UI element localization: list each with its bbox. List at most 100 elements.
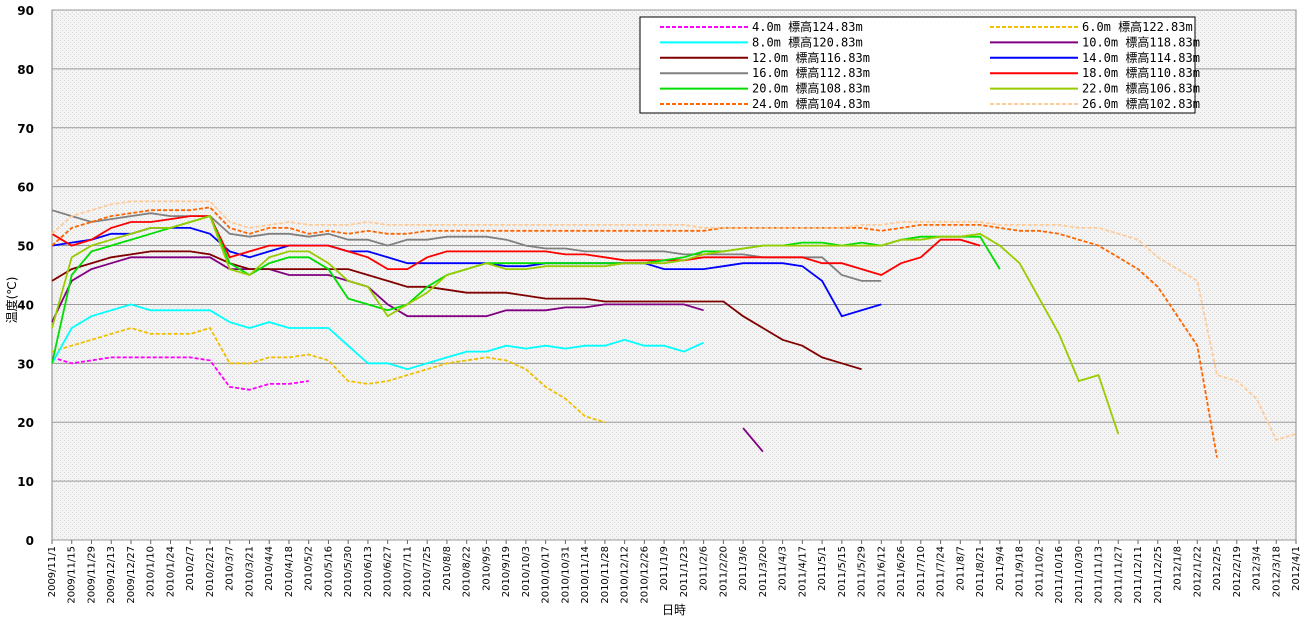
x-tick-label: 2010/12/26 — [639, 546, 650, 604]
x-tick-label: 2010/5/2 — [304, 546, 315, 591]
x-tick-label: 2010/4/18 — [284, 546, 295, 597]
x-tick-label: 2011/1/9 — [659, 546, 670, 591]
x-tick-label: 2012/1/22 — [1192, 546, 1203, 597]
legend-label: 26.0m 標高102.83m — [1082, 96, 1200, 111]
x-tick-label: 2011/10/2 — [1034, 546, 1045, 597]
y-tick-label: 10 — [17, 475, 34, 489]
y-tick-label: 20 — [17, 416, 34, 430]
series-line — [51, 227, 882, 318]
series-line — [51, 303, 704, 371]
x-tick-label: 2011/1/23 — [679, 546, 690, 597]
x-tick-label: 2010/7/25 — [422, 546, 433, 597]
x-tick-label: 2009/12/13 — [106, 546, 117, 604]
x-tick-label: 2011/12/25 — [1153, 546, 1164, 604]
series-line — [51, 200, 1297, 441]
x-tick-label: 2011/2/6 — [699, 546, 710, 591]
x-tick-label: 2010/2/7 — [185, 546, 196, 591]
series-line — [51, 356, 309, 391]
y-tick-label: 70 — [17, 122, 34, 136]
series-line — [51, 214, 1120, 435]
x-tick-label: 2011/12/11 — [1133, 546, 1144, 604]
x-tick-label: 2010/9/5 — [481, 546, 492, 591]
x-tick-label: 2010/8/22 — [462, 546, 473, 597]
legend-label: 12.0m 標高116.83m — [752, 50, 870, 65]
x-tick-label: 2010/6/27 — [383, 546, 394, 597]
y-tick-label: 0 — [26, 534, 34, 548]
x-tick-label: 2010/6/13 — [363, 546, 374, 597]
x-tick-label: 2012/2/19 — [1232, 546, 1243, 597]
x-tick-label: 2011/8/7 — [955, 546, 966, 591]
x-tick-label: 2010/5/30 — [343, 546, 354, 597]
x-tick-label: 2010/10/3 — [521, 546, 532, 597]
legend-label: 20.0m 標高108.83m — [752, 81, 870, 96]
legend: 4.0m 標高124.83m 6.0m 標高122.83m 8.0m 標高120.8… — [639, 16, 1200, 114]
y-tick-label: 40 — [17, 298, 34, 312]
x-tick-label: 2012/3/4 — [1252, 546, 1263, 591]
legend-label: 4.0m 標高124.83m — [752, 19, 863, 34]
x-tick-label: 2010/9/19 — [501, 546, 512, 597]
x-tick-label: 2009/11/15 — [67, 546, 78, 604]
x-tick-label: 2009/11/1 — [47, 546, 58, 597]
series-line — [51, 256, 764, 453]
legend-label: 10.0m 標高118.83m — [1082, 34, 1200, 49]
legend-label: 6.0m 標高122.83m — [1082, 19, 1193, 34]
x-tick-label: 2012/4/1 — [1291, 546, 1302, 591]
legend-label: 18.0m 標高110.83m — [1082, 65, 1200, 80]
series-line — [51, 206, 1218, 458]
x-tick-label: 2010/11/14 — [580, 546, 591, 604]
x-axis-label: 日時 — [662, 603, 686, 617]
x-tick-label: 2010/7/11 — [402, 546, 413, 597]
x-tick-label: 2010/8/8 — [442, 546, 453, 591]
legend-box — [639, 16, 1196, 114]
x-tick-label: 2010/3/21 — [244, 546, 255, 597]
x-tick-label: 2012/2/5 — [1212, 546, 1223, 591]
legend-label: 16.0m 標高112.83m — [752, 65, 870, 80]
x-tick-label: 2010/3/7 — [225, 546, 236, 591]
y-tick-label: 30 — [17, 357, 34, 371]
x-tick-label: 2011/9/4 — [995, 546, 1006, 591]
x-tick-label: 2010/5/16 — [323, 546, 334, 597]
x-tick-label: 2010/10/31 — [560, 546, 571, 604]
x-tick-label: 2011/2/20 — [718, 546, 729, 597]
x-tick-label: 2009/12/27 — [126, 546, 137, 604]
x-tick-label: 2010/2/21 — [205, 546, 216, 597]
x-tick-label: 2009/11/29 — [86, 546, 97, 604]
y-tick-label: 90 — [17, 4, 34, 18]
x-tick-label: 2010/4/4 — [264, 546, 275, 591]
series-line — [51, 250, 862, 371]
series-line — [51, 215, 981, 276]
legend-label: 24.0m 標高104.83m — [752, 96, 870, 111]
y-tick-label: 60 — [17, 181, 34, 195]
legend-label: 8.0m 標高120.83m — [752, 34, 863, 49]
x-tick-label: 2011/7/10 — [916, 546, 927, 597]
x-tick-label: 2011/6/12 — [876, 546, 887, 597]
x-tick-label: 2011/6/26 — [896, 546, 907, 597]
x-tick-label: 2011/7/24 — [936, 546, 947, 597]
x-tick-label: 2010/1/10 — [146, 546, 157, 597]
x-tick-label: 2011/5/15 — [837, 546, 848, 597]
x-tick-label: 2011/9/18 — [1015, 546, 1026, 597]
x-tick-label: 2012/1/8 — [1173, 546, 1184, 591]
legend-label: 14.0m 標高114.83m — [1082, 50, 1200, 65]
x-tick-label: 2010/1/24 — [165, 546, 176, 597]
x-tick-label: 2012/3/18 — [1271, 546, 1282, 597]
x-tick-label: 2011/3/6 — [738, 546, 749, 591]
x-tick-label: 2011/10/30 — [1074, 546, 1085, 604]
x-tick-label: 2011/3/20 — [758, 546, 769, 597]
legend-label: 22.0m 標高106.83m — [1082, 81, 1200, 96]
x-tick-label: 2011/8/21 — [975, 546, 986, 597]
x-tick-label: 2011/11/13 — [1094, 546, 1105, 604]
x-tick-label: 2011/5/1 — [817, 546, 828, 591]
y-axis-label: 温度(℃) — [4, 277, 19, 324]
x-tick-label: 2011/4/3 — [778, 546, 789, 591]
x-tick-label: 2010/10/17 — [541, 546, 552, 604]
x-tick-label: 2011/5/29 — [857, 546, 868, 597]
x-tick-label: 2011/11/27 — [1113, 546, 1124, 604]
x-tick-label: 2011/4/17 — [797, 546, 808, 597]
series-line — [51, 326, 606, 424]
y-tick-label: 50 — [17, 240, 34, 254]
x-tick-label: 2010/12/12 — [620, 546, 631, 604]
y-tick-label: 80 — [17, 63, 34, 77]
x-tick-label: 2011/10/16 — [1054, 546, 1065, 604]
